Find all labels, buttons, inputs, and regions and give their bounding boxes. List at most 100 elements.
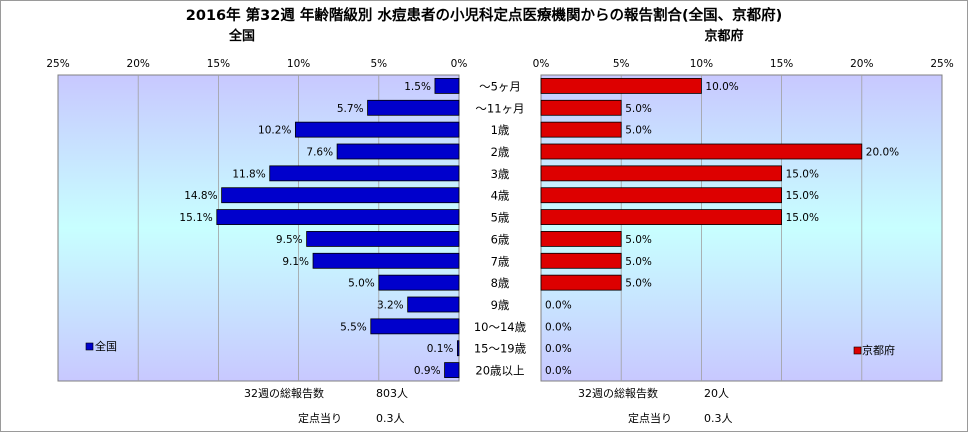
kyoto-tick-label: 15%: [770, 58, 793, 70]
kyoto-data-label: 15.0%: [786, 190, 819, 202]
kyoto-bars: 10.0% 5.0% 5.0% 20.0% 15.0% 15.0% 15.0% 5.0% 5.0…: [540, 78, 899, 377]
kyoto-legend-swatch: [853, 346, 862, 355]
national-bar: [370, 318, 460, 335]
kyoto-bar: [540, 209, 783, 225]
category-label: 15～19歳: [474, 342, 527, 356]
kyoto-tick-label: 25%: [930, 58, 953, 70]
national-data-label: 5.0%: [348, 278, 375, 290]
kyoto-data-label: 5.0%: [625, 234, 652, 246]
national-data-label: 7.6%: [306, 147, 333, 159]
national-data-label: 10.2%: [258, 125, 291, 137]
national-data-label: 9.5%: [276, 234, 303, 246]
kyoto-total-label: 32週の総報告数: [578, 386, 658, 400]
category-label: ～11ヶ月: [475, 101, 524, 115]
kyoto-plot-area: [540, 74, 943, 382]
national-per-label: 定点当り: [298, 411, 342, 425]
national-per-value: 0.3人: [376, 412, 405, 425]
category-label: 10～14歳: [474, 320, 527, 334]
national-tick-label: 5%: [370, 58, 387, 70]
category-label: 5歳: [491, 211, 510, 225]
national-bar: [336, 143, 460, 160]
kyoto-bar: [540, 187, 783, 204]
national-panel-title: 全国: [228, 28, 255, 44]
national-axis-ticks: 25% 20% 15% 10% 5% 0%: [46, 58, 467, 70]
kyoto-tick-label: 20%: [850, 58, 873, 70]
kyoto-data-label: 0.0%: [545, 365, 572, 377]
kyoto-tick-label: 5%: [613, 58, 630, 70]
category-label: 8歳: [491, 276, 510, 290]
national-total-value: 803人: [376, 387, 408, 400]
national-bar: [444, 362, 460, 378]
kyoto-data-label: 0.0%: [545, 343, 572, 355]
national-bar: [456, 340, 460, 357]
chart-title: 2016年 第32週 年齢階級別 水痘患者の小児科定点医療機関からの報告割合(全…: [186, 6, 782, 24]
kyoto-panel-title: 京都府: [704, 28, 743, 44]
category-labels: ～5ヶ月 ～11ヶ月 1歳 2歳 3歳 4歳 5歳 6歳 7歳 8歳 9歳 10～14歳 15～19歳 2…: [474, 79, 527, 377]
kyoto-tick-label: 0%: [533, 58, 550, 70]
kyoto-bar: [540, 99, 622, 116]
kyoto-data-label: 5.0%: [625, 256, 652, 268]
kyoto-data-label: 20.0%: [866, 147, 899, 159]
national-data-label: 1.5%: [404, 81, 431, 93]
national-data-label: 5.7%: [337, 103, 364, 115]
kyoto-bar: [540, 165, 783, 182]
kyoto-data-label: 15.0%: [786, 212, 819, 224]
kyoto-bar: [540, 143, 863, 160]
national-data-label: 0.9%: [414, 365, 441, 377]
national-bars: 1.5% 5.7% 10.2% 7.6% 11.8% 14.8% 15.1% 9.5% 9.1%…: [179, 78, 460, 378]
kyoto-bar: [540, 78, 702, 94]
kyoto-per-label: 定点当り: [628, 411, 672, 425]
national-bar: [378, 274, 460, 291]
kyoto-data-label: 5.0%: [625, 278, 652, 290]
category-label: ～5ヶ月: [479, 79, 521, 93]
national-data-label: 9.1%: [282, 256, 309, 268]
kyoto-legend-label: 京都府: [862, 343, 895, 357]
kyoto-tick-label: 10%: [690, 58, 713, 70]
category-label: 1歳: [491, 123, 510, 137]
national-legend-swatch: [85, 342, 94, 351]
category-label: 7歳: [491, 254, 510, 268]
national-bar: [312, 252, 460, 269]
national-data-label: 11.8%: [232, 168, 265, 180]
kyoto-data-label: 10.0%: [705, 81, 738, 93]
kyoto-data-label: 0.0%: [545, 300, 572, 312]
national-bar: [294, 121, 460, 138]
national-bar: [269, 165, 460, 182]
national-tick-label: 20%: [127, 58, 150, 70]
category-label: 20歳以上: [475, 364, 524, 378]
kyoto-total-value: 20人: [704, 387, 729, 400]
national-data-label: 14.8%: [184, 190, 217, 202]
national-plot-area: [57, 74, 460, 382]
national-data-label: 0.1%: [427, 343, 454, 355]
kyoto-bar: [540, 231, 622, 247]
national-tick-label: 0%: [451, 58, 468, 70]
kyoto-bar: [540, 252, 622, 269]
national-data-label: 5.5%: [340, 321, 367, 333]
kyoto-bar: [540, 121, 622, 138]
category-label: 2歳: [491, 145, 510, 159]
national-bar: [434, 78, 460, 94]
category-label: 6歳: [491, 232, 510, 246]
national-bar: [367, 99, 460, 116]
national-bar: [216, 209, 460, 225]
national-bar: [407, 296, 460, 313]
national-bar: [221, 187, 460, 204]
national-tick-label: 10%: [287, 58, 310, 70]
kyoto-axis-ticks: 0% 5% 10% 15% 20% 25%: [533, 58, 954, 70]
national-bar: [306, 231, 460, 247]
kyoto-data-label: 5.0%: [625, 125, 652, 137]
national-tick-label: 15%: [207, 58, 230, 70]
national-data-label: 3.2%: [377, 300, 404, 312]
kyoto-data-label: 0.0%: [545, 321, 572, 333]
national-total-label: 32週の総報告数: [244, 386, 324, 400]
category-label: 3歳: [491, 167, 510, 181]
category-label: 4歳: [491, 189, 510, 203]
kyoto-data-label: 15.0%: [786, 168, 819, 180]
national-data-label: 15.1%: [179, 212, 212, 224]
category-label: 9歳: [491, 298, 510, 312]
national-legend-label: 全国: [95, 339, 117, 353]
kyoto-bar: [540, 274, 622, 291]
national-tick-label: 25%: [46, 58, 69, 70]
kyoto-data-label: 5.0%: [625, 103, 652, 115]
